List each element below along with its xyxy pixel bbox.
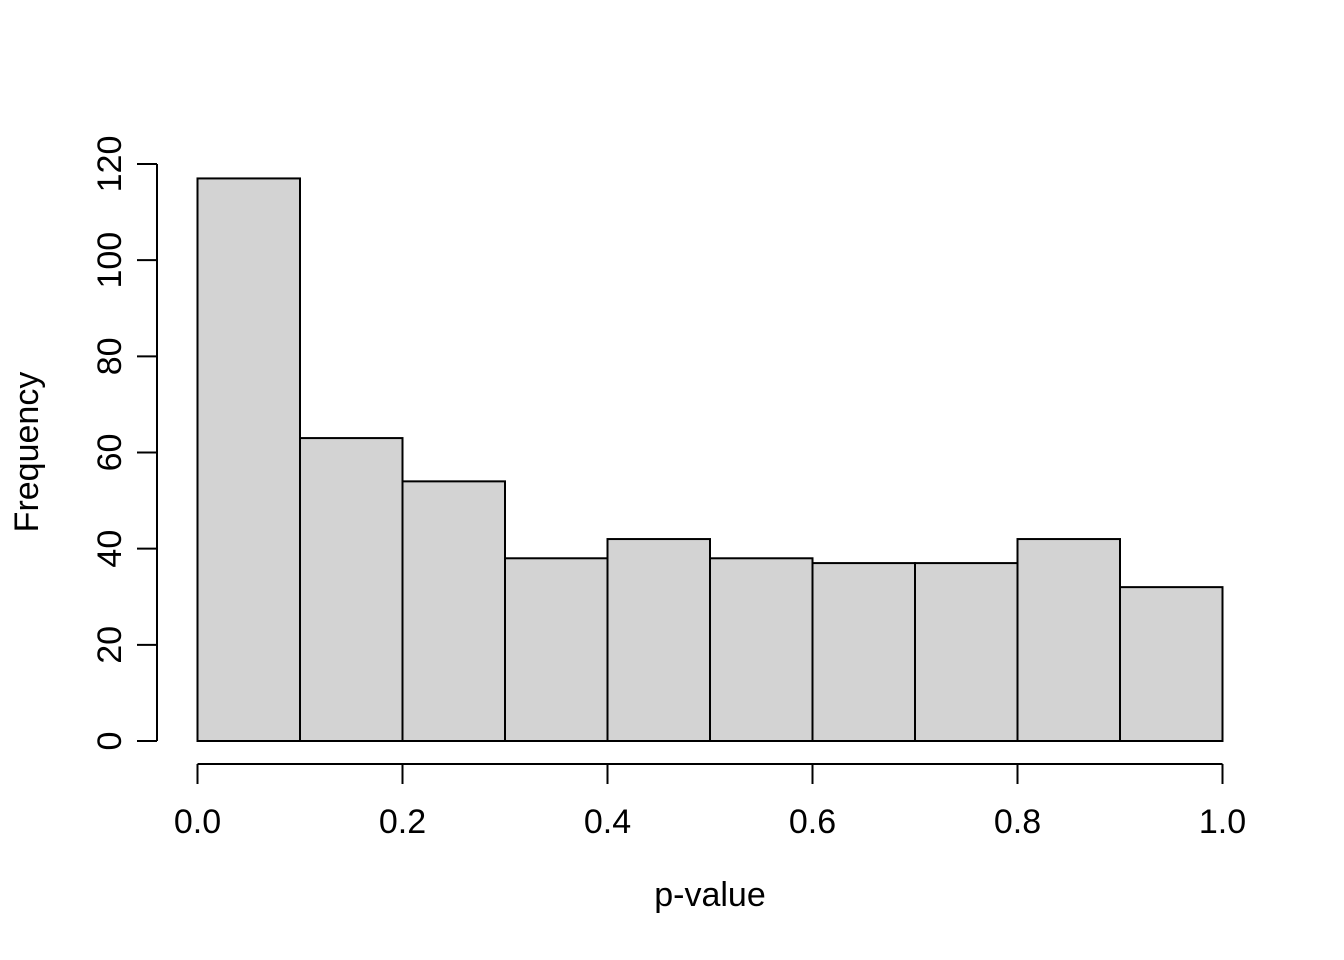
y-tick-label: 100 bbox=[91, 232, 129, 289]
histogram-bar bbox=[811, 562, 916, 742]
histogram-bar bbox=[606, 538, 711, 742]
y-axis: 0 20 40 60 80 100 120 bbox=[91, 136, 158, 751]
histogram-bar bbox=[299, 437, 404, 742]
y-tick-label: 20 bbox=[91, 626, 129, 664]
x-tick-label: 0.8 bbox=[994, 803, 1041, 841]
y-tick-label: 0 bbox=[91, 732, 129, 751]
y-tick-label: 40 bbox=[91, 530, 129, 568]
y-tick-label: 60 bbox=[91, 434, 129, 472]
x-tick-label: 0.2 bbox=[379, 803, 426, 841]
x-tick-label: 1.0 bbox=[1199, 803, 1246, 841]
y-axis-title: Frequency bbox=[8, 372, 46, 533]
histogram-bar bbox=[709, 557, 814, 742]
histogram-bar bbox=[196, 177, 301, 742]
x-tick-label: 0.0 bbox=[174, 803, 221, 841]
y-tick-label: 120 bbox=[91, 136, 129, 193]
bars-group bbox=[196, 177, 1224, 742]
x-tick-label: 0.6 bbox=[789, 803, 836, 841]
histogram-bar bbox=[504, 557, 609, 742]
x-axis: 0.0 0.2 0.4 0.6 0.8 1.0 bbox=[174, 763, 1246, 841]
histogram-bar bbox=[401, 480, 506, 742]
x-tick-label: 0.4 bbox=[584, 803, 631, 841]
x-axis-title: p-value bbox=[654, 876, 766, 914]
histogram-bar bbox=[914, 562, 1019, 742]
y-tick-label: 80 bbox=[91, 337, 129, 375]
histogram-bar bbox=[1119, 586, 1224, 742]
histogram-bar bbox=[1016, 538, 1121, 742]
